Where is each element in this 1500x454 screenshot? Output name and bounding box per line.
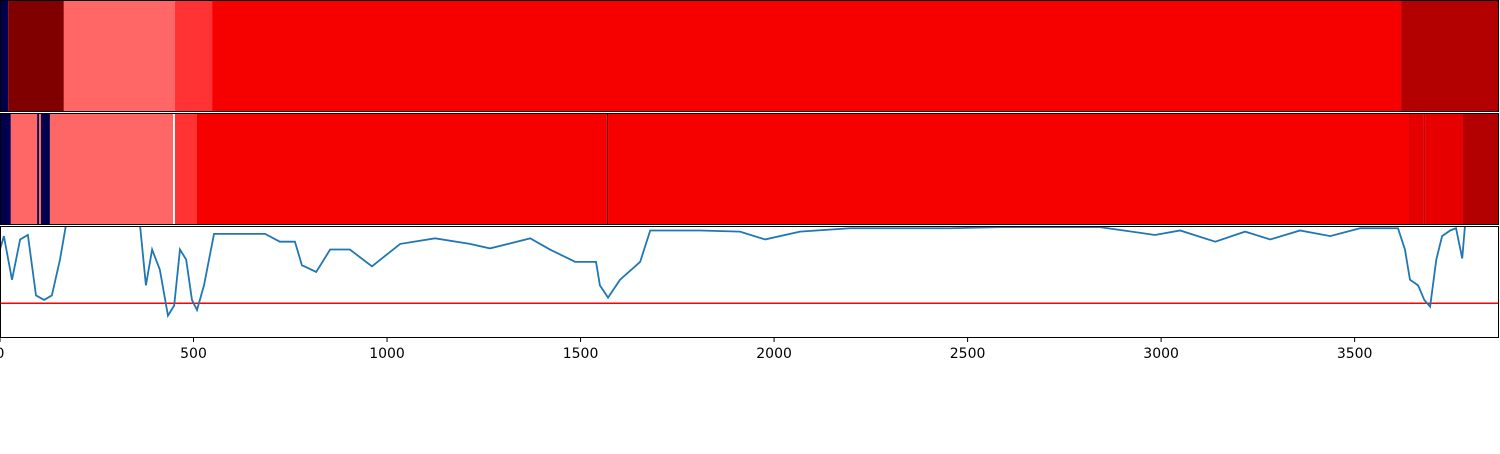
segment [1423, 113, 1426, 225]
axes-frame [0, 0, 1499, 112]
segment [37, 113, 40, 225]
segment [197, 113, 607, 225]
x-tick-label: 0 [0, 346, 4, 362]
segment [49, 113, 174, 225]
plot-area [0, 226, 1499, 319]
segment [63, 0, 175, 112]
x-tick-label: 3500 [1337, 346, 1373, 362]
segment [1463, 113, 1499, 225]
x-tick-label: 2500 [950, 346, 986, 362]
segment [0, 113, 11, 225]
x-tick-label: 1000 [369, 346, 405, 362]
segment [0, 0, 9, 112]
segment [212, 0, 1402, 112]
x-tick-label: 500 [180, 346, 207, 362]
x-tick-label: 1500 [563, 346, 599, 362]
segment [1401, 0, 1499, 112]
axes-frame [0, 226, 1499, 338]
segment [41, 113, 50, 225]
x-tick-label: 2000 [756, 346, 792, 362]
data-line [0, 226, 1498, 319]
segment [8, 0, 64, 112]
segment [174, 113, 198, 225]
segment [606, 113, 609, 225]
x-tick-label: 3000 [1143, 346, 1179, 362]
segment [174, 0, 213, 112]
axes-frame [0, 113, 1499, 225]
segment [1425, 113, 1464, 225]
segment [39, 113, 42, 225]
segment [608, 113, 1409, 225]
segment [173, 113, 175, 225]
segment [10, 113, 38, 225]
segment [1408, 113, 1424, 225]
